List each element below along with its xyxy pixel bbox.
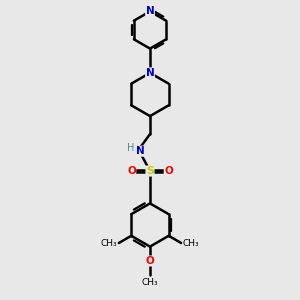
Text: N: N bbox=[146, 6, 154, 16]
Text: N: N bbox=[146, 68, 154, 78]
Text: O: O bbox=[164, 166, 173, 176]
Text: O: O bbox=[146, 256, 154, 266]
Text: O: O bbox=[127, 166, 136, 176]
Text: H: H bbox=[127, 142, 134, 153]
Text: N: N bbox=[136, 146, 145, 156]
Text: CH₃: CH₃ bbox=[142, 278, 158, 287]
Text: CH₃: CH₃ bbox=[183, 238, 199, 247]
Text: S: S bbox=[146, 166, 154, 176]
Text: CH₃: CH₃ bbox=[101, 238, 117, 247]
